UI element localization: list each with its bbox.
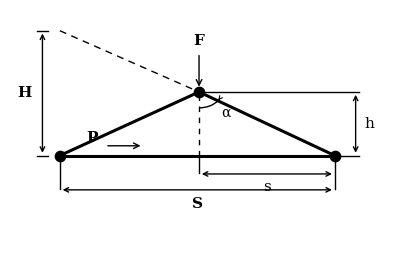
Text: H: H [18, 86, 32, 100]
Text: h: h [364, 117, 374, 131]
Point [57, 153, 63, 158]
Text: S: S [192, 197, 203, 211]
Text: F: F [194, 34, 204, 48]
Text: P: P [87, 131, 98, 145]
Point [196, 90, 202, 94]
Point [332, 153, 338, 158]
Text: α: α [221, 106, 230, 120]
Text: s: s [263, 180, 271, 194]
